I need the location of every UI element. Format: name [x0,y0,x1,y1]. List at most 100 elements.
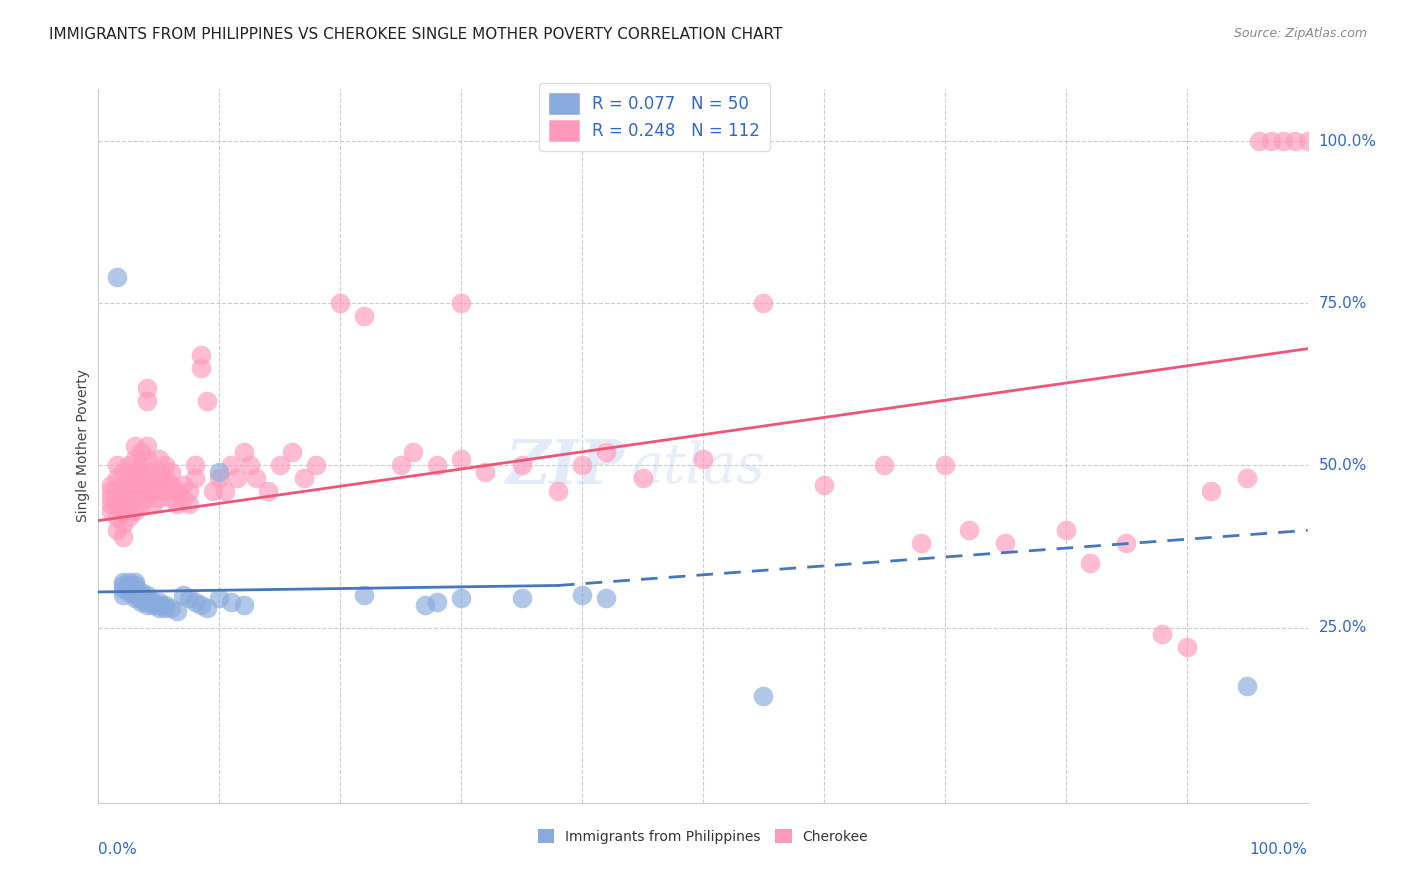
Point [166,497,188,511]
Point [329,296,352,310]
Point [190,361,212,376]
Point [153,458,176,473]
Point [752,689,775,703]
Point [281,445,304,459]
Point [179,484,201,499]
Point [450,591,472,606]
Point [1115,536,1137,550]
Point [135,591,157,606]
Point [124,465,146,479]
Point [873,458,896,473]
Text: ZIP: ZIP [505,437,624,498]
Point [118,484,141,499]
Point [153,601,176,615]
Point [135,439,157,453]
Point [245,471,267,485]
Point [124,591,146,606]
Point [118,575,141,590]
Point [910,536,932,550]
Y-axis label: Single Mother Poverty: Single Mother Poverty [76,369,90,523]
Point [547,484,569,499]
Point [426,458,449,473]
Point [111,530,134,544]
Point [124,439,146,453]
Point [1296,134,1319,148]
Point [153,598,176,612]
Point [631,471,654,485]
Point [172,478,194,492]
Point [105,270,128,285]
Point [124,491,146,505]
Point [160,601,183,615]
Point [100,504,122,518]
Point [232,598,254,612]
Point [118,458,141,473]
Point [124,588,146,602]
Point [195,601,218,615]
Point [184,471,207,485]
Text: Source: ZipAtlas.com: Source: ZipAtlas.com [1233,27,1367,40]
Point [160,491,183,505]
Point [124,585,146,599]
Point [135,465,157,479]
Legend: Immigrants from Philippines, Cherokee: Immigrants from Philippines, Cherokee [531,823,875,849]
Point [450,296,472,310]
Point [129,484,152,499]
Point [426,595,449,609]
Point [142,598,165,612]
Point [129,588,152,602]
Point [1249,134,1271,148]
Point [105,524,128,538]
Point [571,458,593,473]
Point [124,504,146,518]
Point [172,491,194,505]
Point [129,595,152,609]
Point [153,471,176,485]
Point [1054,524,1077,538]
Point [1199,484,1222,499]
Point [100,484,122,499]
Point [142,484,165,499]
Point [111,504,134,518]
Point [1152,627,1174,641]
Point [1272,134,1295,148]
Point [148,452,170,467]
Point [135,491,157,505]
Point [353,310,375,324]
Point [934,458,956,473]
Text: 100.0%: 100.0% [1319,134,1376,149]
Point [208,591,231,606]
Point [1284,134,1306,148]
Point [195,393,218,408]
Point [129,445,152,459]
Point [214,484,236,499]
Point [124,478,146,492]
Point [124,582,146,596]
Point [105,497,128,511]
Point [269,458,291,473]
Point [111,516,134,531]
Point [129,471,152,485]
Point [105,510,128,524]
Point [474,465,496,479]
Point [190,348,212,362]
Point [111,578,134,592]
Point [129,497,152,511]
Point [135,393,157,408]
Point [1175,640,1198,654]
Point [135,595,157,609]
Text: IMMIGRANTS FROM PHILIPPINES VS CHEROKEE SINGLE MOTHER POVERTY CORRELATION CHART: IMMIGRANTS FROM PHILIPPINES VS CHEROKEE … [49,27,783,42]
Point [208,465,231,479]
Point [118,471,141,485]
Point [153,484,176,499]
Point [957,524,980,538]
Text: 100.0%: 100.0% [1250,842,1308,856]
Point [129,591,152,606]
Text: atlas: atlas [630,440,765,495]
Text: 50.0%: 50.0% [1319,458,1367,473]
Point [100,491,122,505]
Point [142,471,165,485]
Point [135,588,157,602]
Point [129,585,152,599]
Point [111,465,134,479]
